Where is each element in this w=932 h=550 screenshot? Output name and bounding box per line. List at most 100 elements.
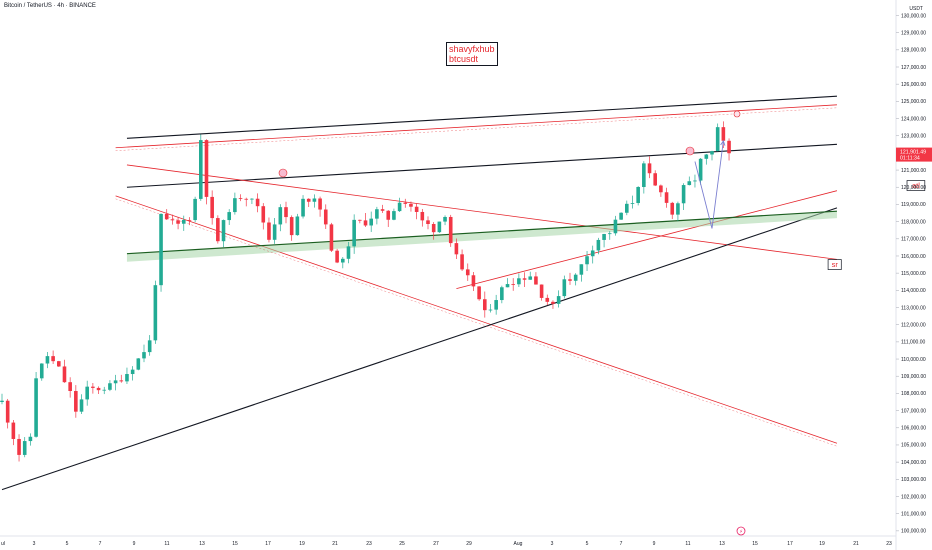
candle-body (125, 374, 129, 382)
candle-body (522, 278, 527, 280)
time-tick-label: 23 (366, 541, 372, 547)
time-tick-label: 15 (752, 541, 758, 547)
event-marker-glyph: ⚡ (739, 529, 743, 535)
price-tick-label: 116,000.00 (901, 254, 926, 260)
event-marker-icon (736, 526, 746, 536)
time-tick-label: 15 (232, 541, 238, 547)
candle-body (233, 198, 237, 213)
watermark-author: shavyfxhub (449, 44, 495, 54)
candle-body (181, 219, 186, 224)
candle-body (346, 246, 351, 259)
chart-title: Bitcoin / TetherUS · 4h · BINANCE (4, 3, 96, 9)
candle-body (358, 219, 362, 221)
time-tick-label: 3 (33, 541, 36, 547)
candle-body (323, 209, 328, 225)
price-tick-label: 118,000.00 (901, 219, 926, 225)
time-tick-label: 11 (164, 541, 169, 547)
candle-body (57, 361, 61, 367)
trendline (115, 104, 837, 149)
annotation-label: atl (912, 181, 920, 190)
candle-body (142, 352, 146, 359)
candle-body (28, 436, 33, 442)
trendline-dashed (115, 198, 838, 447)
candle-body (607, 233, 612, 235)
candle-body (602, 233, 606, 240)
candle-body (312, 198, 317, 202)
candle-body (477, 286, 481, 300)
candle-body (511, 284, 515, 285)
candle-body (625, 203, 629, 213)
annotation-layer: atlrssrsrrt/srsrrssrrsrt/srrt/srsrrt/rsr… (278, 110, 926, 270)
candle-body (568, 279, 572, 281)
candle-body (483, 299, 487, 311)
price-tick-label: 124,000.00 (901, 116, 926, 122)
candle-body (409, 203, 413, 207)
candle-body (585, 256, 589, 265)
currency-label: USDT (909, 6, 923, 12)
price-tick-label: 126,000.00 (901, 82, 926, 88)
candle-body (79, 399, 84, 412)
candle-body (397, 202, 402, 212)
candle-body (17, 438, 21, 455)
price-tick-label: 104,000.00 (901, 460, 926, 466)
annotation-box (906, 180, 926, 191)
author-watermark: shavyfxhub btcusdt (446, 42, 498, 66)
price-tick-label: 115,000.00 (901, 271, 926, 277)
candle-body (545, 297, 550, 302)
time-tick-label: 19 (299, 541, 305, 547)
candle-body (426, 220, 430, 224)
time-tick-label: 11 (685, 541, 690, 547)
candle-body (238, 198, 243, 199)
time-tick-label: 5 (66, 541, 69, 547)
candle-body (221, 220, 226, 242)
trendline-layer (1, 95, 838, 491)
demand-zone (126, 211, 837, 262)
price-tick-label: 114,000.00 (901, 288, 926, 294)
candle-body (619, 212, 623, 220)
candle-body (517, 278, 521, 285)
candle-body (306, 198, 311, 202)
candle-body (45, 356, 50, 364)
candle-body (551, 301, 555, 304)
candle-body (74, 390, 78, 412)
time-tick-label: 17 (787, 541, 793, 547)
last-price-countdown: 01:11:34 (900, 156, 920, 162)
candle-body (62, 366, 67, 383)
candle-body (721, 127, 726, 141)
time-tick-label: 25 (399, 541, 405, 547)
candle-body (216, 218, 220, 242)
candle-body (113, 380, 118, 384)
candle-body (318, 198, 322, 210)
time-tick-label: 13 (199, 541, 205, 547)
candle-body (460, 254, 464, 270)
price-tick-label: 128,000.00 (901, 48, 926, 54)
candle-body (153, 285, 158, 341)
candle-body (147, 340, 152, 353)
candle-body (369, 218, 373, 226)
candle-body (500, 287, 504, 301)
candle-body (108, 383, 112, 390)
price-tick-label: 120,000.00 (901, 185, 926, 191)
candle-body (664, 192, 669, 203)
time-tick-label: 9 (133, 541, 136, 547)
candle-body (488, 309, 493, 311)
candle-body (698, 158, 703, 181)
candle-body (199, 140, 203, 199)
trendline (1, 207, 838, 491)
price-tick-label: 108,000.00 (901, 391, 926, 397)
trendline-dashed (115, 107, 837, 151)
price-tick-label: 110,000.00 (901, 357, 926, 363)
watermark-symbol: btcusdt (449, 54, 479, 64)
candle-body (465, 269, 470, 276)
price-tick-label: 111,000.00 (901, 340, 926, 346)
candle-body (710, 151, 714, 155)
time-tick-label: 23 (886, 541, 892, 547)
time-tick-label: ul (1, 541, 5, 547)
candle-body (250, 198, 254, 200)
time-tick-label: 21 (332, 541, 338, 547)
candle-body (534, 276, 538, 285)
candle-body (295, 216, 300, 236)
candle-body (579, 264, 584, 275)
candle-body (681, 185, 686, 204)
